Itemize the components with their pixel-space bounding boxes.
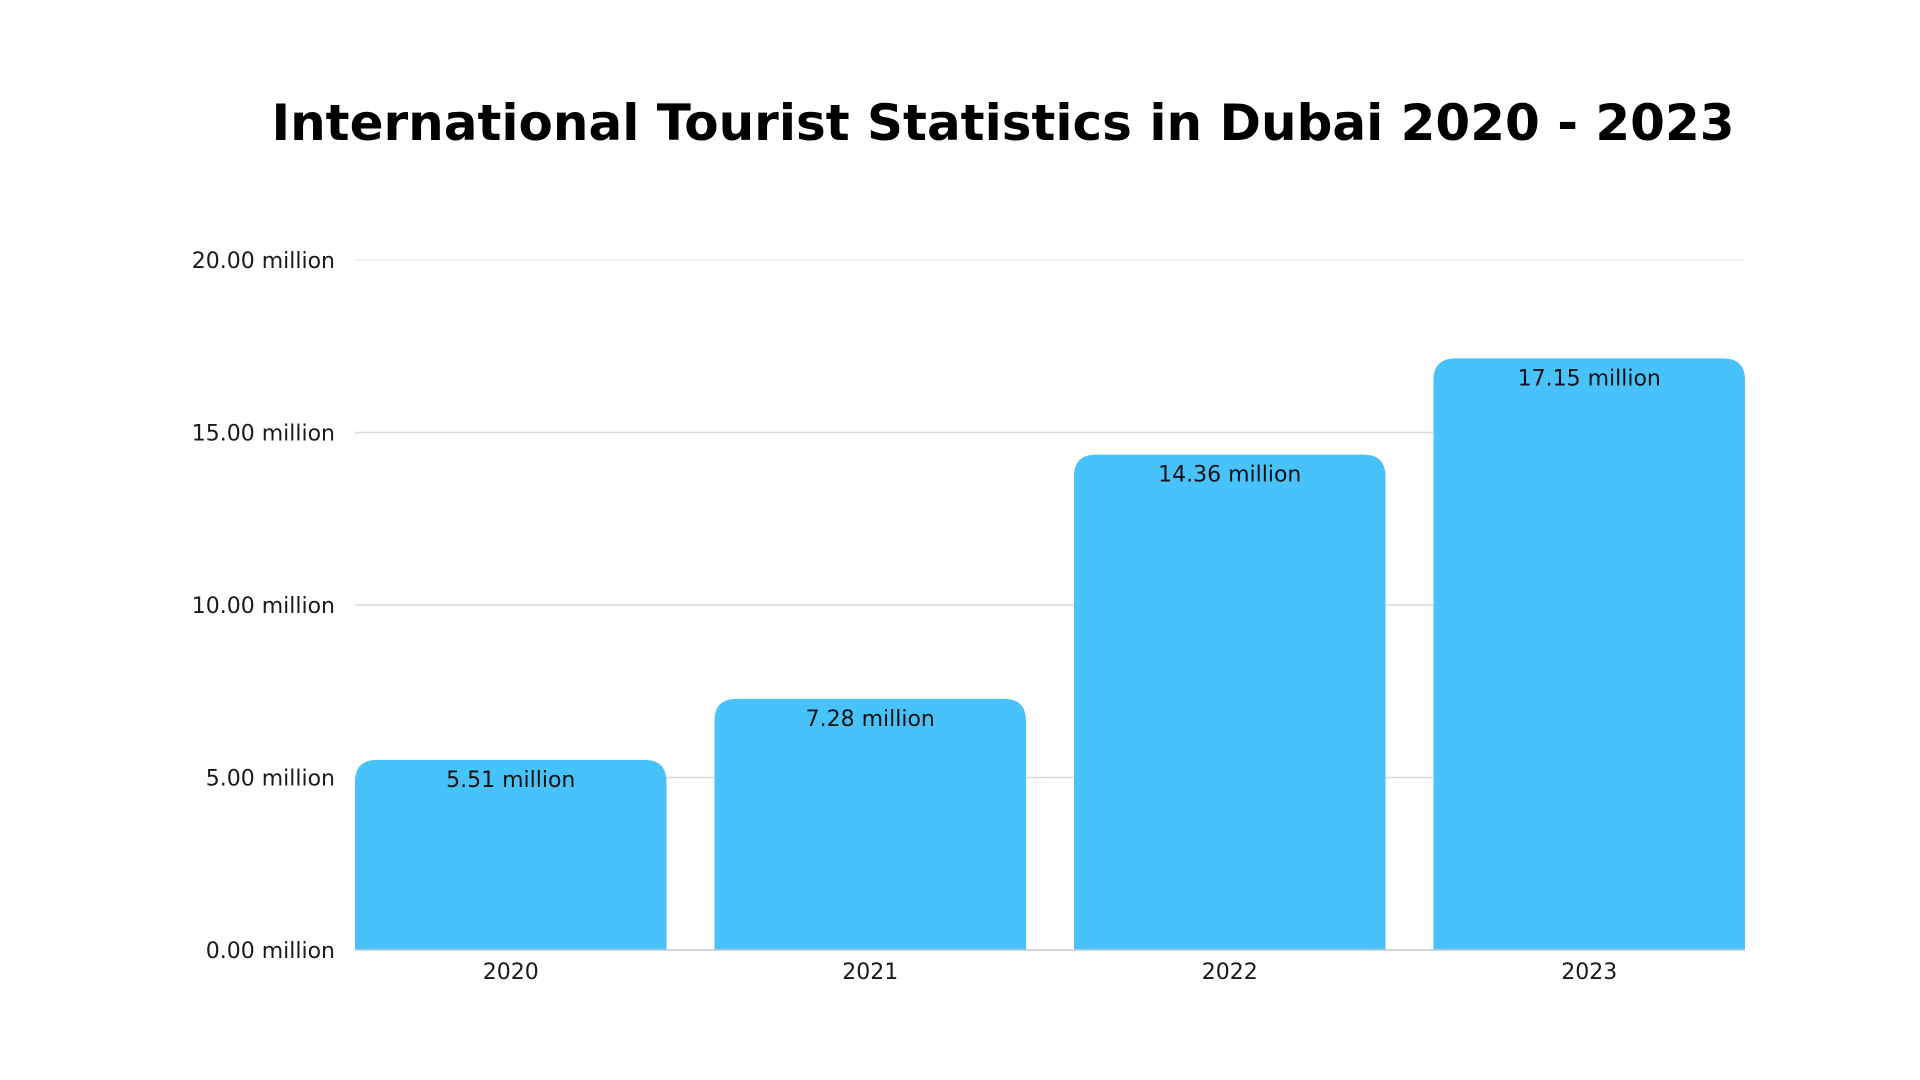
y-tick-label: 15.00 million	[192, 422, 335, 447]
bar-2022	[1074, 454, 1386, 950]
x-tick-label: 2022	[1202, 960, 1258, 985]
data-label: 7.28 million	[806, 707, 935, 732]
data-label: 5.51 million	[446, 768, 575, 793]
x-axis-ticks: 2020 2021 2022 2023	[483, 960, 1618, 985]
bars: 5.51 million 7.28 million 14.36 million 17.…	[355, 358, 1745, 950]
y-tick-label: 0.00 million	[206, 939, 335, 964]
y-tick-label: 5.00 million	[206, 767, 335, 792]
y-axis-ticks: 0.00 million 5.00 million 10.00 million 15.…	[192, 249, 335, 964]
y-tick-label: 10.00 million	[192, 594, 335, 619]
x-tick-label: 2021	[842, 960, 898, 985]
bar-2020	[355, 759, 667, 950]
data-label: 14.36 million	[1158, 463, 1301, 488]
bar-2021	[714, 698, 1026, 950]
bar-2023	[1433, 358, 1745, 950]
x-tick-label: 2020	[483, 960, 539, 985]
chart-title: International Tourist Statistics in Duba…	[271, 94, 1734, 152]
y-tick-label: 20.00 million	[192, 249, 335, 274]
data-label: 17.15 million	[1518, 366, 1661, 391]
x-tick-label: 2023	[1561, 960, 1617, 985]
